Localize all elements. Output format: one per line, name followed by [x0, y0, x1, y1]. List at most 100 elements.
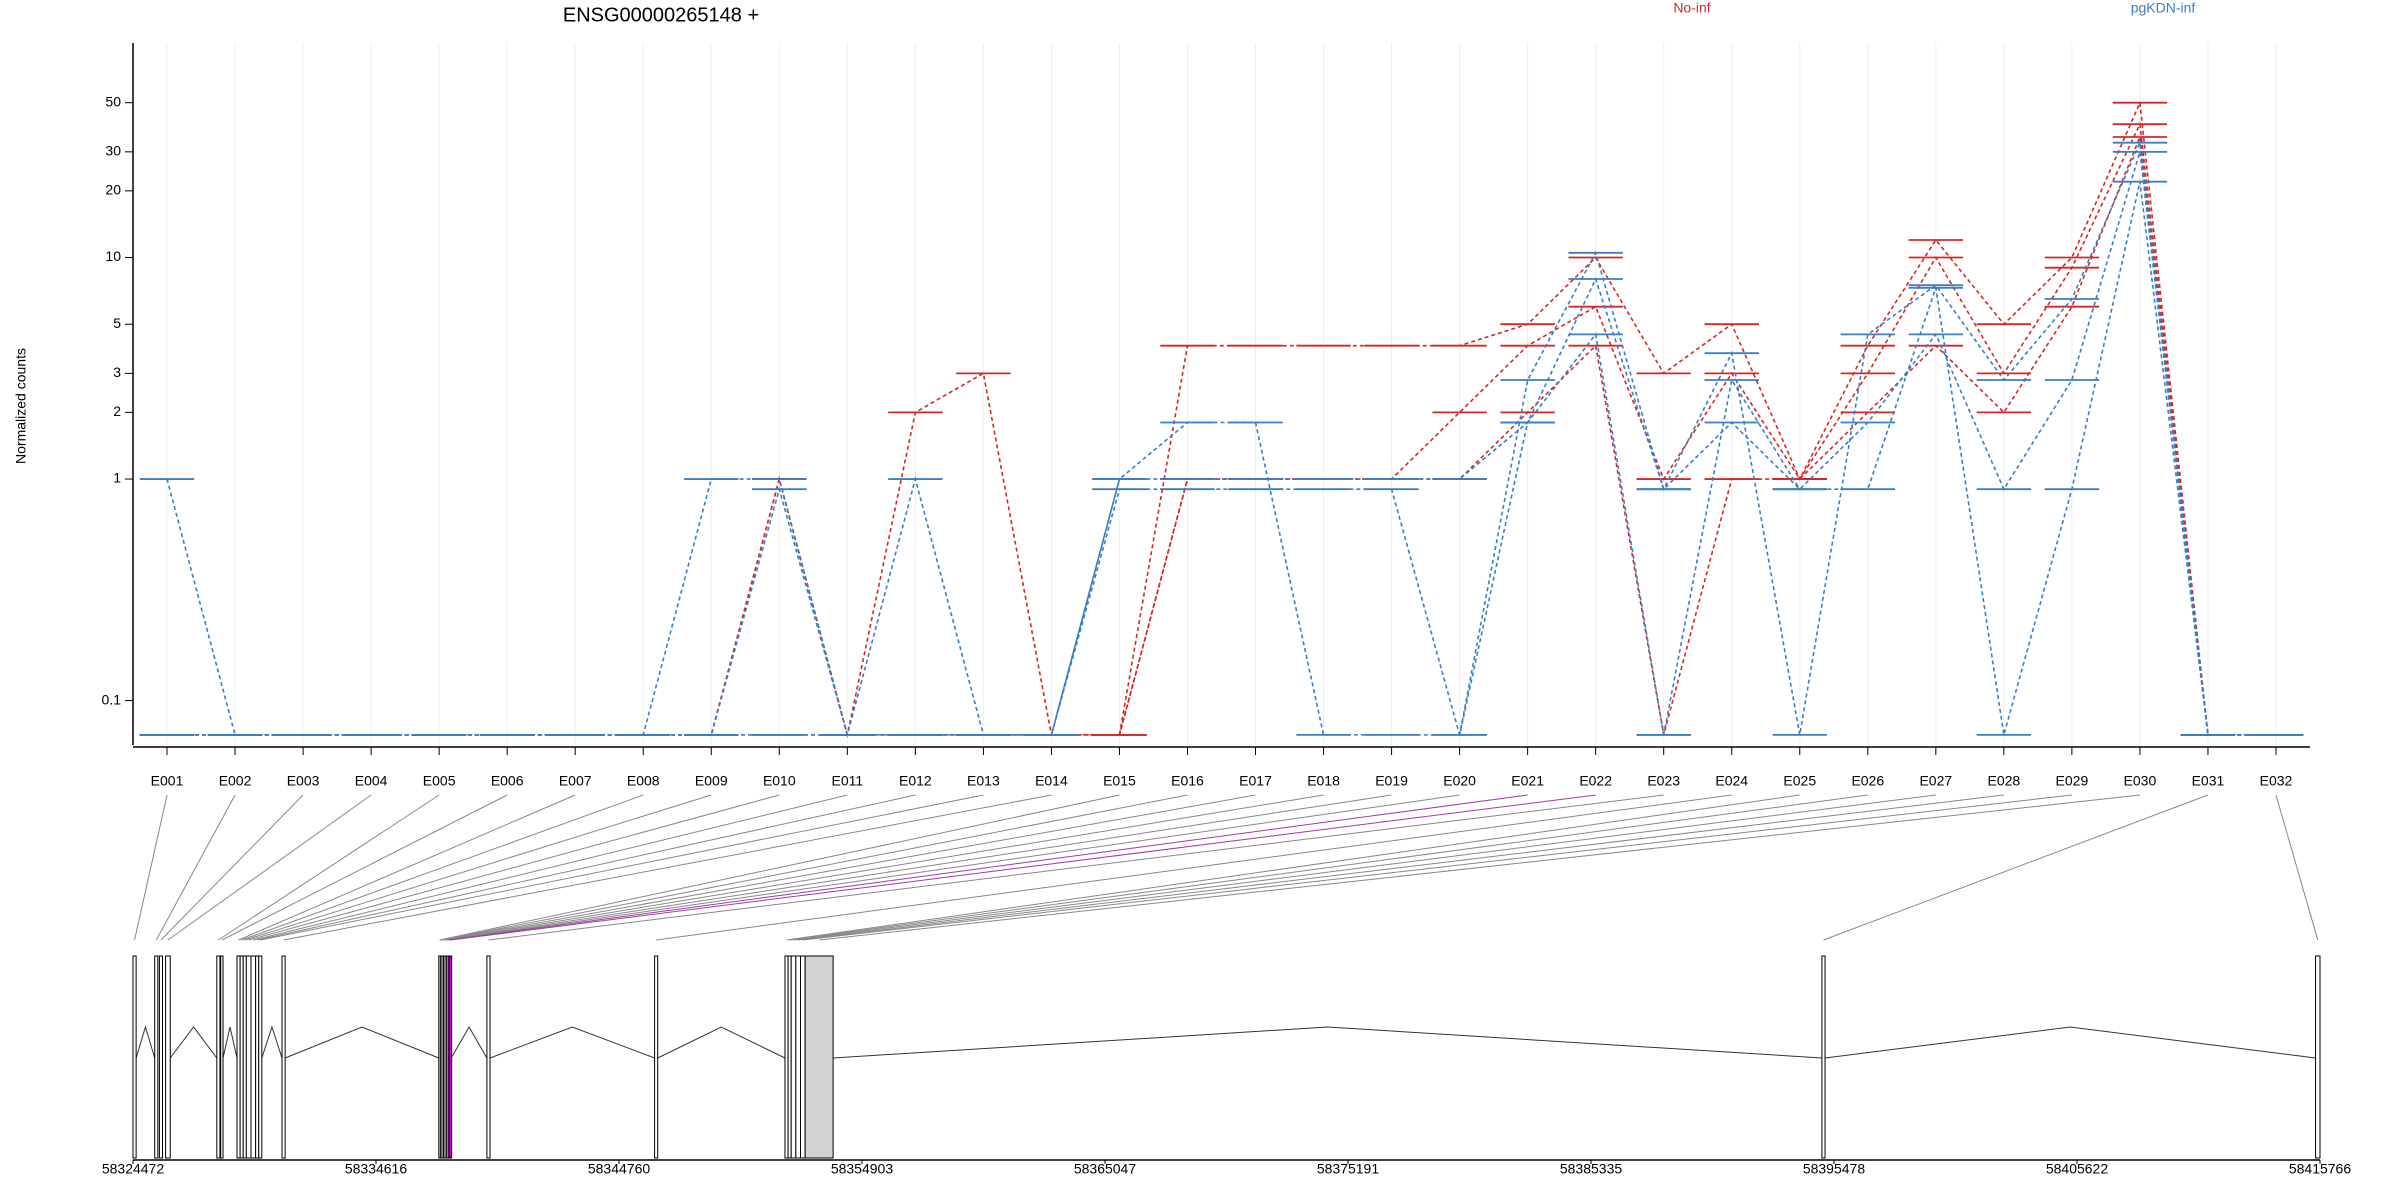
exon-connector	[257, 794, 916, 941]
intron	[657, 1026, 786, 1059]
genomic-tick-label: 58395478	[1803, 1161, 1866, 1177]
x-tick-label: E026	[1851, 773, 1884, 789]
exon-connector	[260, 794, 984, 941]
x-tick-label: E015	[1103, 773, 1136, 789]
exon	[158, 955, 163, 1159]
exon-connector	[450, 794, 1596, 941]
exon	[132, 955, 137, 1159]
exon	[154, 955, 159, 1159]
exon-connector	[656, 794, 1732, 941]
intron	[1824, 1026, 2316, 1059]
genomic-tick-label: 58324472	[102, 1161, 165, 1177]
genomic-tick-label: 58415766	[2289, 1161, 2352, 1177]
x-tick-label: E021	[1511, 773, 1544, 789]
y-tick-label: 5	[113, 315, 121, 331]
y-tick-label: 10	[105, 248, 121, 264]
exon	[654, 955, 659, 1159]
exon	[2315, 955, 2321, 1159]
x-tick-label: E009	[695, 773, 728, 789]
exon-connector	[244, 794, 712, 941]
exon	[799, 955, 806, 1159]
intron	[135, 1025, 156, 1059]
genomic-tick-label: 58354903	[831, 1161, 894, 1177]
x-tick-label: E008	[627, 773, 660, 789]
exon-connector	[155, 794, 236, 941]
intron	[450, 1025, 488, 1059]
exon	[1821, 955, 1826, 1159]
y-tick-label: 30	[105, 143, 121, 159]
x-tick-label: E020	[1443, 773, 1476, 789]
exon	[281, 955, 286, 1159]
intron	[489, 1026, 655, 1059]
series-line	[166, 139, 2276, 738]
exon-connector	[160, 794, 304, 941]
x-tick-label: E032	[2260, 773, 2293, 789]
exon	[258, 955, 263, 1159]
exon-connector	[488, 794, 1664, 941]
x-tick-label: E006	[491, 773, 524, 789]
x-tick-label: E023	[1647, 773, 1680, 789]
y-tick-label: 2	[113, 403, 121, 419]
intron	[169, 1026, 218, 1059]
x-tick-label: E029	[2056, 773, 2089, 789]
exon-connector	[283, 794, 1052, 941]
exon-connector	[248, 794, 780, 941]
x-tick-label: E005	[423, 773, 456, 789]
exon-connector	[802, 794, 2072, 941]
exon	[245, 955, 252, 1159]
exon-connector	[221, 794, 508, 941]
series-line	[167, 99, 2276, 736]
y-tick-label: 0.1	[102, 691, 122, 707]
y-axis-label: Normalized counts	[13, 348, 29, 464]
x-tick-label: E004	[355, 773, 388, 789]
x-tick-label: E022	[1579, 773, 1612, 789]
exon-connector	[439, 794, 1120, 941]
intron	[261, 1025, 283, 1059]
exon-connector	[798, 794, 2004, 941]
x-tick-label: E011	[831, 773, 863, 789]
genomic-tick-label: 58385335	[1560, 1161, 1623, 1177]
x-tick-label: E028	[1988, 773, 2021, 789]
exon-connector	[448, 794, 1528, 941]
y-tick-label: 50	[105, 93, 121, 109]
genomic-tick-label: 58334616	[345, 1161, 408, 1177]
exon-connector	[238, 794, 576, 941]
exon-connector	[241, 794, 644, 941]
genomic-tick-label: 58344760	[588, 1161, 651, 1177]
exon	[795, 955, 801, 1159]
y-tick-label: 20	[105, 182, 121, 198]
exon-connector	[1823, 794, 2209, 941]
x-tick-label: E001	[151, 773, 184, 789]
exon-connector	[444, 794, 1324, 941]
genomic-tick-label: 58375191	[1317, 1161, 1380, 1177]
intron	[284, 1026, 440, 1059]
exon-connector	[442, 794, 1256, 941]
exon-connector	[819, 794, 2140, 941]
x-tick-label: E025	[1783, 773, 1816, 789]
y-tick-label: 3	[113, 364, 121, 380]
x-tick-label: E017	[1239, 773, 1272, 789]
exon	[449, 955, 453, 1159]
legend-label: No-inf	[1673, 0, 1710, 16]
x-tick-label: E030	[2124, 773, 2157, 789]
exon-connector	[441, 794, 1188, 941]
exon	[220, 955, 224, 1159]
x-tick-label: E031	[2192, 773, 2225, 789]
exon	[486, 955, 491, 1159]
x-tick-label: E002	[219, 773, 252, 789]
series-line	[167, 181, 2276, 736]
exon-connector	[253, 794, 848, 941]
intron	[222, 1026, 238, 1059]
x-tick-label: E019	[1375, 773, 1408, 789]
series-line	[167, 121, 2276, 736]
genomic-tick-label: 58365047	[1074, 1161, 1137, 1177]
exon	[250, 955, 257, 1159]
x-tick-label: E014	[1035, 773, 1068, 789]
y-tick-label: 1	[113, 470, 121, 486]
x-tick-label: E010	[763, 773, 796, 789]
exon-connector	[167, 794, 372, 941]
exon-connector	[789, 794, 1868, 941]
chart-title: ENSG00000265148 +	[563, 4, 759, 26]
exon-connector	[2275, 794, 2319, 941]
